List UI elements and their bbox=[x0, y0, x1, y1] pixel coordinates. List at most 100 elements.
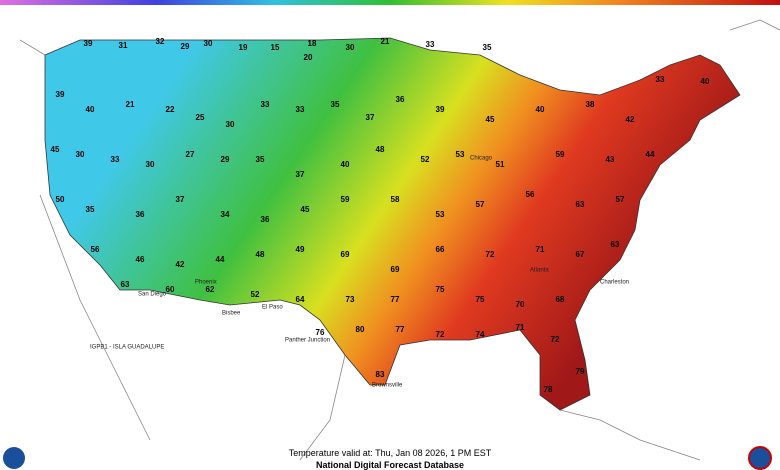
temperature: 21 bbox=[126, 100, 135, 109]
temperature: 78 bbox=[544, 385, 553, 394]
temperature: 33 bbox=[261, 100, 270, 109]
temperature: 62 bbox=[206, 285, 215, 294]
temperature: 18 bbox=[308, 39, 317, 48]
place-name: Bisbee bbox=[222, 311, 241, 317]
temperature: 52 bbox=[251, 290, 260, 299]
temperature: 53 bbox=[436, 210, 445, 219]
temperature: 29 bbox=[221, 155, 230, 164]
nws-logo bbox=[748, 446, 772, 470]
temperature: 40 bbox=[341, 160, 350, 169]
temperature: 36 bbox=[261, 215, 270, 224]
temperature: 40 bbox=[701, 77, 710, 86]
coastline bbox=[19, 19, 780, 461]
temperature: 71 bbox=[536, 245, 545, 254]
temperature: 63 bbox=[121, 280, 130, 289]
temperature: 15 bbox=[271, 43, 280, 52]
temperature: 30 bbox=[76, 150, 85, 159]
temperature: 48 bbox=[256, 250, 265, 259]
temperature: 19 bbox=[239, 43, 248, 52]
temperature: 68 bbox=[556, 295, 565, 304]
temperature: 77 bbox=[391, 295, 400, 304]
temperature: 45 bbox=[51, 145, 60, 154]
place-name: Brownsville bbox=[372, 383, 403, 389]
temperature: 30 bbox=[346, 43, 355, 52]
temperature: 59 bbox=[341, 195, 350, 204]
temperature: 72 bbox=[436, 330, 445, 339]
source: National Digital Forecast Database bbox=[316, 460, 464, 470]
temperature: 79 bbox=[576, 367, 585, 376]
temperature: 66 bbox=[436, 245, 445, 254]
temperature: 46 bbox=[136, 255, 145, 264]
temperature: 53 bbox=[456, 150, 465, 159]
place-name: El Paso bbox=[262, 305, 283, 311]
temperature: 29 bbox=[181, 42, 190, 51]
temperature: 35 bbox=[86, 205, 95, 214]
temperature-field bbox=[44, 37, 741, 411]
temperature: 21 bbox=[381, 37, 390, 46]
temperature: 56 bbox=[91, 245, 100, 254]
temperature: 72 bbox=[551, 335, 560, 344]
temperature: 30 bbox=[204, 39, 213, 48]
temperature: 63 bbox=[576, 200, 585, 209]
temperature: 70 bbox=[516, 300, 525, 309]
temperature: 37 bbox=[296, 170, 305, 179]
temperature: 30 bbox=[146, 160, 155, 169]
place-name: Atlanta bbox=[530, 268, 549, 274]
place-name: Panther Junction bbox=[285, 338, 330, 344]
temperature: 59 bbox=[556, 150, 565, 159]
temperature: 37 bbox=[176, 195, 185, 204]
temperature: 40 bbox=[536, 105, 545, 114]
temperature: 42 bbox=[176, 260, 185, 269]
color-bar bbox=[0, 0, 780, 5]
temperature: 42 bbox=[626, 115, 635, 124]
temperature: 69 bbox=[341, 250, 350, 259]
temperature: 48 bbox=[376, 145, 385, 154]
temperature: 58 bbox=[391, 195, 400, 204]
temperature: 80 bbox=[356, 325, 365, 334]
temperature: 76 bbox=[316, 328, 325, 337]
temperature: 73 bbox=[346, 295, 355, 304]
temperature: 72 bbox=[486, 250, 495, 259]
place-name: San Diego bbox=[138, 292, 167, 298]
temperature: 31 bbox=[119, 41, 128, 50]
temperature: 57 bbox=[616, 195, 625, 204]
temperature: 33 bbox=[656, 75, 665, 84]
place-name: IGPB1 - ISLA GUADALUPE bbox=[90, 345, 164, 351]
temperature: 39 bbox=[436, 105, 445, 114]
temperature: 40 bbox=[86, 105, 95, 114]
temperature: 33 bbox=[296, 105, 305, 114]
place-name: Charleston bbox=[600, 280, 629, 286]
temperature: 77 bbox=[396, 325, 405, 334]
temperature: 60 bbox=[166, 285, 175, 294]
temperature: 36 bbox=[136, 210, 145, 219]
temperature: 37 bbox=[366, 113, 375, 122]
temperature: 27 bbox=[186, 150, 195, 159]
temperature: 67 bbox=[576, 250, 585, 259]
temperature: 43 bbox=[606, 155, 615, 164]
temperature: 20 bbox=[304, 53, 313, 62]
temperature: 45 bbox=[486, 115, 495, 124]
temperature: 38 bbox=[586, 100, 595, 109]
valid-time: Temperature valid at: Thu, Jan 08 2026, … bbox=[289, 448, 492, 458]
temperature: 71 bbox=[516, 323, 525, 332]
temperature: 39 bbox=[84, 39, 93, 48]
temperature: 75 bbox=[436, 285, 445, 294]
temperature: 35 bbox=[331, 100, 340, 109]
temperature: 51 bbox=[496, 160, 505, 169]
temperature: 32 bbox=[156, 37, 165, 46]
noaa-logo bbox=[3, 447, 25, 469]
temperature: 30 bbox=[226, 120, 235, 129]
temperature: 74 bbox=[476, 330, 485, 339]
temperature: 63 bbox=[611, 240, 620, 249]
temperature: 57 bbox=[476, 200, 485, 209]
place-name: Chicago bbox=[470, 156, 493, 162]
temperature: 49 bbox=[296, 245, 305, 254]
temperature: 33 bbox=[111, 155, 120, 164]
temperature: 64 bbox=[296, 295, 305, 304]
temperature: 44 bbox=[646, 150, 655, 159]
temperature: 45 bbox=[301, 205, 310, 214]
temperature: 36 bbox=[396, 95, 405, 104]
temperature: 50 bbox=[56, 195, 65, 204]
temperature: 39 bbox=[56, 90, 65, 99]
